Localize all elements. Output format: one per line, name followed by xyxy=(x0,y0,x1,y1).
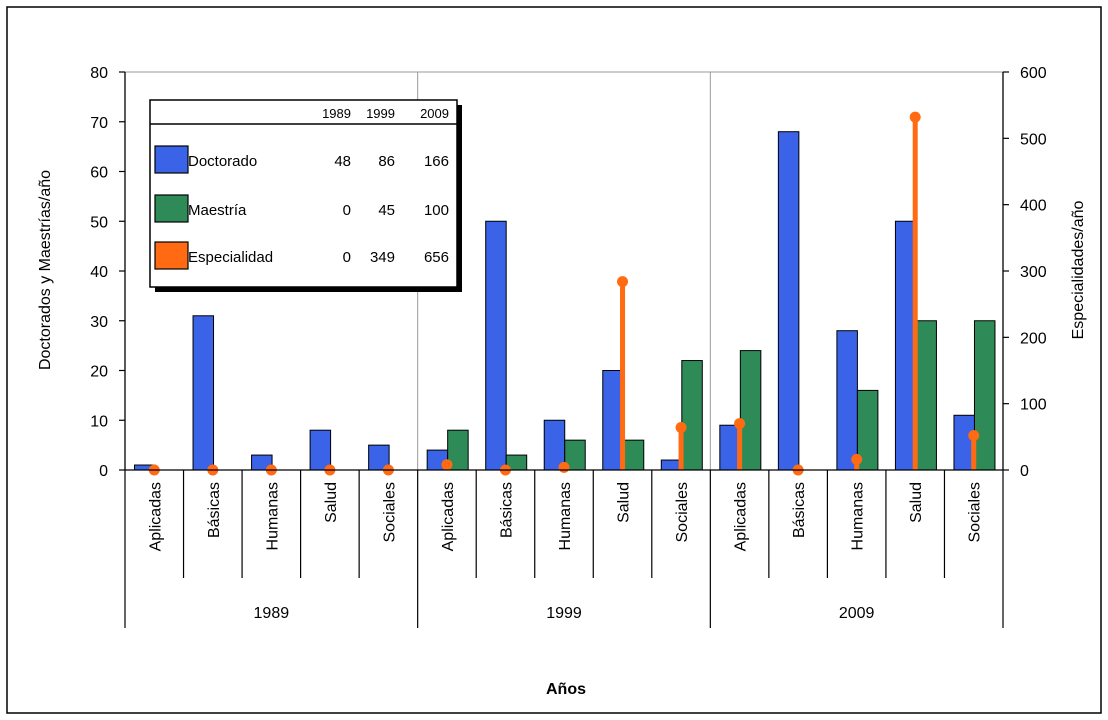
legend-swatch xyxy=(154,194,189,223)
legend-value: 349 xyxy=(370,249,395,266)
legend-header: 1989 1999 2009 xyxy=(322,106,449,121)
marker-especialidad xyxy=(558,461,570,473)
y-right-tick-label: 400 xyxy=(1020,198,1047,215)
bar-maestria xyxy=(915,320,937,471)
category-label: Básicas xyxy=(206,482,223,538)
category-label: Salud xyxy=(323,482,340,523)
bar-doctorado xyxy=(836,330,858,471)
legend-label: Maestría xyxy=(188,202,247,219)
bar-doctorado xyxy=(309,429,332,471)
bars-layer xyxy=(134,131,996,471)
y-right-tick-label: 100 xyxy=(1020,397,1047,414)
legend-value: 0 xyxy=(343,249,351,266)
legend-label: Doctorado xyxy=(188,153,257,170)
category-label: Básicas xyxy=(498,482,515,538)
axes-layer xyxy=(119,71,1009,628)
y-right-tick-label: 200 xyxy=(1020,330,1047,347)
marker-especialidad xyxy=(675,422,687,434)
category-label: Humanas xyxy=(264,482,281,550)
y-axis-right-title: Especialidades/año xyxy=(1070,201,1087,340)
legend-rows: Doctorado 48 86 166 Maestría 0 45 100 Especialid… xyxy=(154,145,449,270)
category-label: Sociales xyxy=(967,482,984,542)
legend-column-header: 2009 xyxy=(420,106,449,121)
y-right-tick-label: 500 xyxy=(1020,131,1047,148)
category-label: Humanas xyxy=(850,482,867,550)
legend-column-header: 1989 xyxy=(322,106,351,121)
legend-value: 100 xyxy=(424,202,449,219)
bar-maestria xyxy=(973,320,996,471)
y-left-tick-label: 50 xyxy=(90,214,108,231)
tick-labels-layer: 0 10 20 30 40 50 60 70 80 0 100 200 300 400 500 600 Apli… xyxy=(90,65,1047,622)
y-left-tick-label: 40 xyxy=(90,264,108,281)
group-label: 2009 xyxy=(839,605,875,622)
bar-doctorado xyxy=(485,220,507,471)
bar-maestria xyxy=(739,350,762,471)
legend-value: 45 xyxy=(378,202,395,219)
category-label: Aplicadas xyxy=(440,482,457,551)
legend-swatch xyxy=(154,145,189,174)
category-label: Aplicadas xyxy=(733,482,750,551)
y-right-tick-label: 300 xyxy=(1020,264,1047,281)
legend-column-header: 1999 xyxy=(366,106,395,121)
y-left-tick-label: 30 xyxy=(90,314,108,331)
category-label: Aplicadas xyxy=(147,482,164,551)
marker-especialidad xyxy=(617,276,629,288)
group-label: 1999 xyxy=(546,605,582,622)
category-label: Humanas xyxy=(557,482,574,550)
category-label: Sociales xyxy=(674,482,691,542)
y-left-tick-label: 80 xyxy=(90,65,108,82)
marker-especialidad xyxy=(909,111,921,123)
y-left-tick-label: 0 xyxy=(99,463,108,480)
legend-value: 0 xyxy=(343,202,351,219)
legend: 1989 1999 2009 Doctorado 48 86 166 Maestría 0 45… xyxy=(149,99,462,292)
bar-maestria xyxy=(681,360,703,471)
bar-doctorado xyxy=(777,131,800,471)
category-label: Salud xyxy=(908,482,925,523)
y-left-tick-label: 60 xyxy=(90,165,108,182)
legend-label: Especialidad xyxy=(188,249,273,266)
legend-box xyxy=(149,99,458,288)
bar-doctorado xyxy=(192,315,215,471)
legend-swatch xyxy=(154,241,189,270)
bar-maestria xyxy=(622,439,645,471)
legend-value: 86 xyxy=(378,153,395,170)
legend-value: 48 xyxy=(334,153,351,170)
y-right-tick-label: 0 xyxy=(1020,463,1029,480)
category-label: Básicas xyxy=(791,482,808,538)
y-axis-left-title: Doctorados y Maestrías/año xyxy=(37,170,54,370)
category-label: Salud xyxy=(616,482,633,523)
legend-value: 166 xyxy=(424,153,449,170)
x-axis-title: Años xyxy=(546,681,586,698)
y-left-tick-label: 20 xyxy=(90,364,108,381)
y-left-tick-label: 70 xyxy=(90,115,108,132)
legend-value: 656 xyxy=(424,249,449,266)
category-label: Sociales xyxy=(381,482,398,542)
y-left-tick-label: 10 xyxy=(90,413,108,430)
marker-especialidad xyxy=(968,430,980,442)
marker-especialidad xyxy=(851,453,863,465)
group-label: 1989 xyxy=(254,605,290,622)
y-right-tick-label: 600 xyxy=(1020,65,1047,82)
marker-especialidad xyxy=(734,418,746,430)
marker-especialidad xyxy=(441,459,453,471)
